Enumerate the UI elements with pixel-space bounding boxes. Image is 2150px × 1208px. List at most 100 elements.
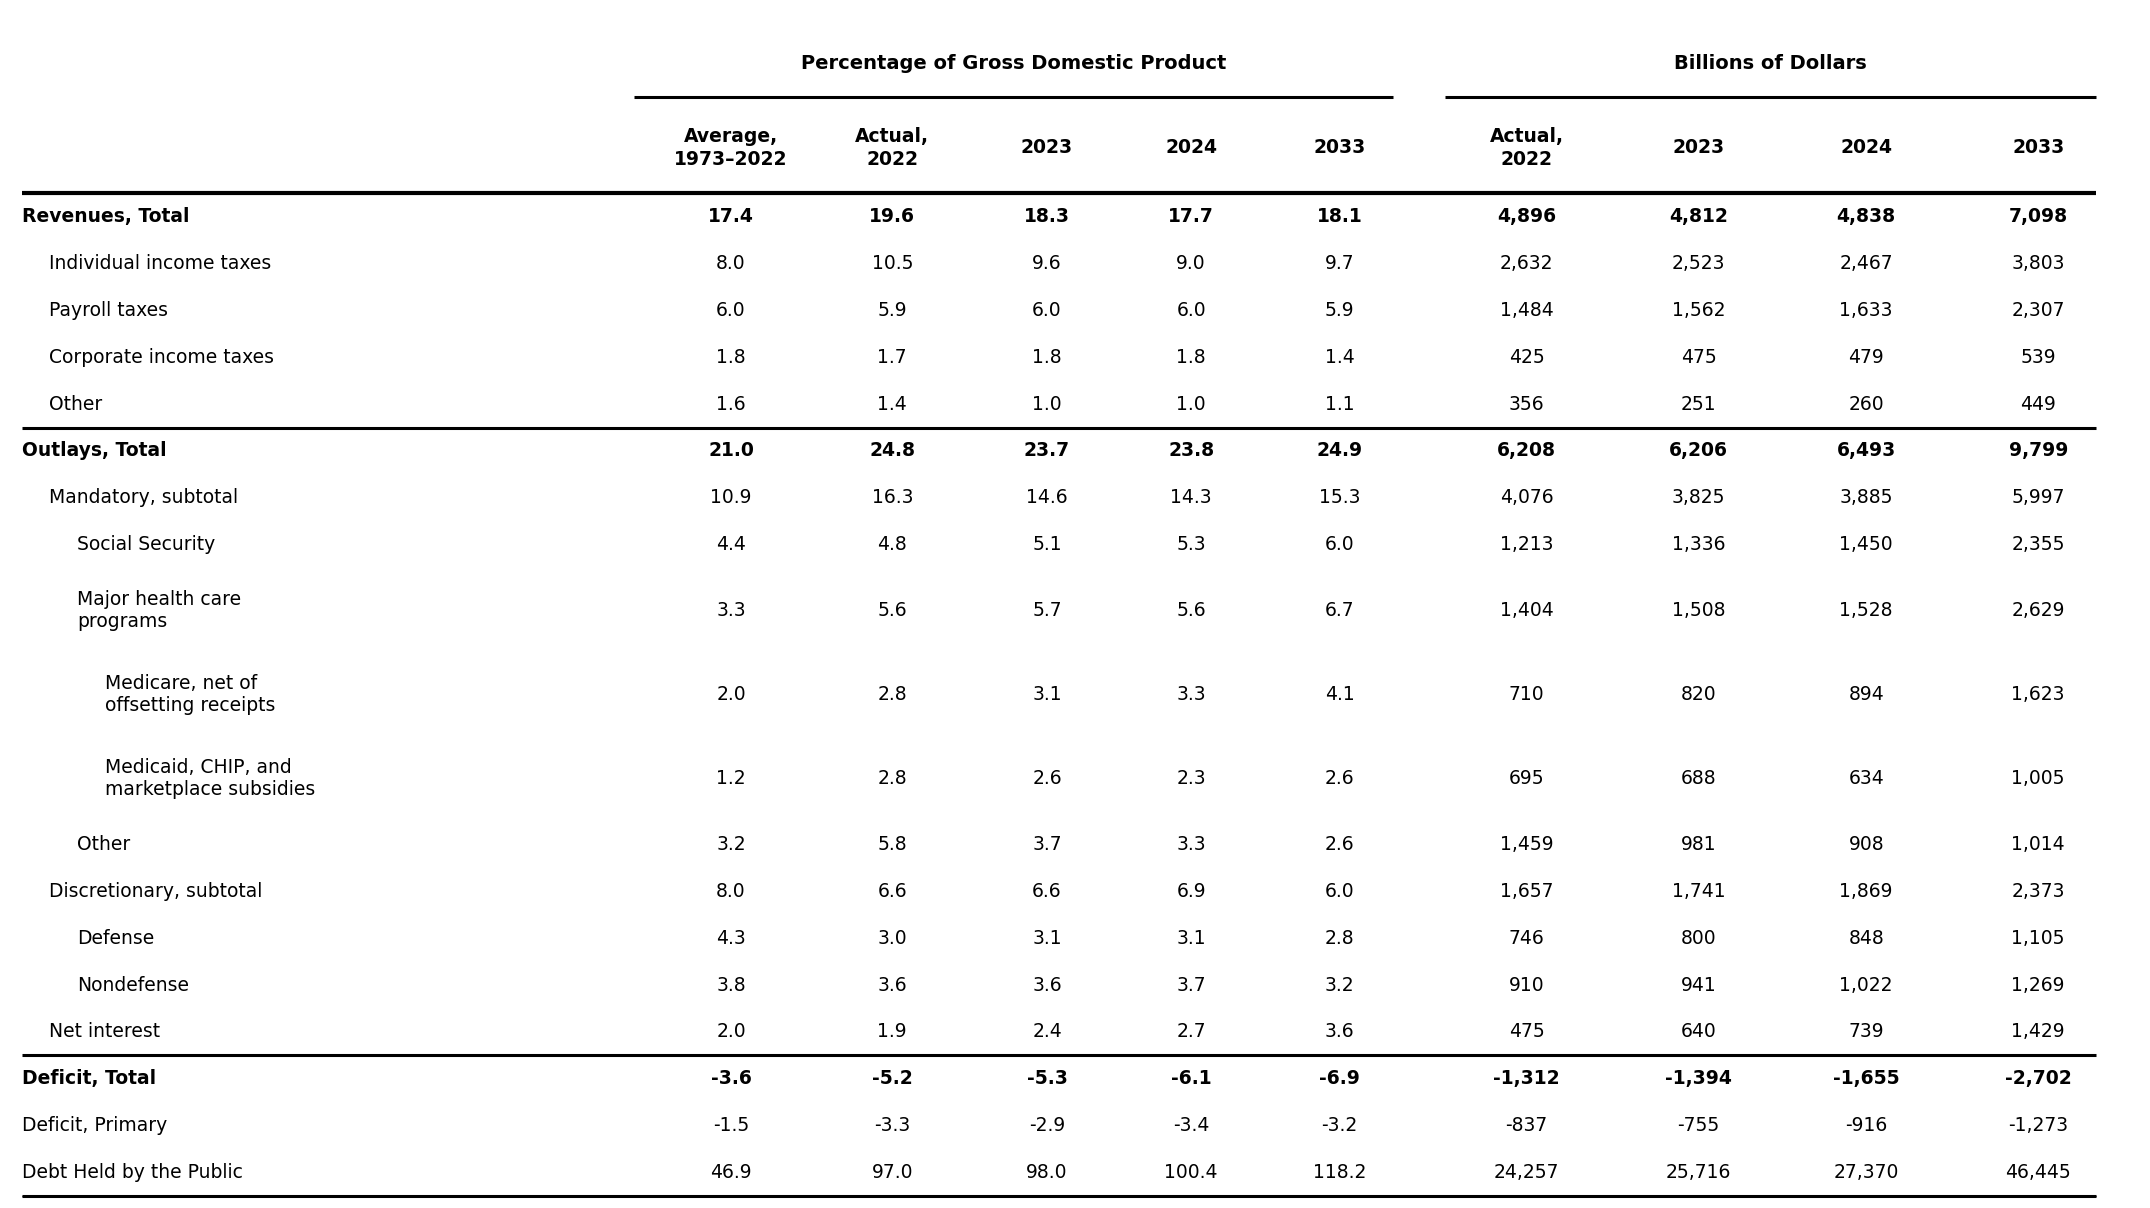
Text: 3,825: 3,825 [1673,488,1724,507]
Text: Individual income taxes: Individual income taxes [49,254,271,273]
Text: 6.0: 6.0 [1176,301,1206,320]
Text: Actual,
2022: Actual, 2022 [1490,127,1563,169]
Text: 23.8: 23.8 [1167,441,1215,460]
Text: 5.9: 5.9 [877,301,907,320]
Text: 6,208: 6,208 [1496,441,1557,460]
Text: 2024: 2024 [1840,139,1892,157]
Text: 1.8: 1.8 [1176,348,1206,367]
Text: 894: 894 [1849,685,1883,704]
Text: -2,702: -2,702 [2004,1069,2073,1088]
Text: 1.8: 1.8 [716,348,746,367]
Text: 6,206: 6,206 [1668,441,1729,460]
Text: 1.9: 1.9 [877,1022,907,1041]
Text: 25,716: 25,716 [1666,1163,1731,1181]
Text: Actual,
2022: Actual, 2022 [856,127,929,169]
Text: Deficit, Total: Deficit, Total [22,1069,155,1088]
Text: 97.0: 97.0 [871,1163,914,1181]
Text: 6.6: 6.6 [1032,882,1062,901]
Text: -5.2: -5.2 [873,1069,912,1088]
Text: 1.0: 1.0 [1032,395,1062,413]
Text: 3.1: 3.1 [1032,685,1062,704]
Text: Corporate income taxes: Corporate income taxes [49,348,275,367]
Text: Discretionary, subtotal: Discretionary, subtotal [49,882,262,901]
Text: Payroll taxes: Payroll taxes [49,301,168,320]
Text: 2.3: 2.3 [1176,769,1206,789]
Text: 941: 941 [1681,976,1716,994]
Text: 5.3: 5.3 [1176,535,1206,554]
Text: 1,105: 1,105 [2012,929,2064,948]
Text: 1,213: 1,213 [1501,535,1552,554]
Text: -3.3: -3.3 [875,1116,909,1136]
Text: 8.0: 8.0 [716,254,746,273]
Text: 2,307: 2,307 [2012,301,2064,320]
Text: 14.3: 14.3 [1170,488,1213,507]
Text: 6.6: 6.6 [877,882,907,901]
Text: 21.0: 21.0 [707,441,755,460]
Text: 710: 710 [1509,685,1544,704]
Text: -3.2: -3.2 [1322,1116,1357,1136]
Text: 14.6: 14.6 [1026,488,1069,507]
Text: 98.0: 98.0 [1026,1163,1069,1181]
Text: 2033: 2033 [1314,139,1365,157]
Text: 24.8: 24.8 [869,441,916,460]
Text: 46,445: 46,445 [2006,1163,2070,1181]
Text: 9,799: 9,799 [2008,441,2068,460]
Text: 1,657: 1,657 [1501,882,1552,901]
Text: Other: Other [49,395,103,413]
Text: 2033: 2033 [2012,139,2064,157]
Text: 739: 739 [1849,1022,1883,1041]
Text: 18.1: 18.1 [1316,208,1363,226]
Text: 17.7: 17.7 [1167,208,1215,226]
Text: 6.0: 6.0 [1324,882,1355,901]
Text: 2.0: 2.0 [716,1022,746,1041]
Text: 908: 908 [1849,835,1883,854]
Text: 100.4: 100.4 [1165,1163,1217,1181]
Text: 6.9: 6.9 [1176,882,1206,901]
Text: 425: 425 [1509,348,1544,367]
Text: -3.6: -3.6 [710,1069,752,1088]
Text: 2,629: 2,629 [2012,600,2064,620]
Text: 251: 251 [1681,395,1716,413]
Text: 981: 981 [1681,835,1716,854]
Text: 19.6: 19.6 [869,208,916,226]
Text: 6.0: 6.0 [1324,535,1355,554]
Text: Other: Other [77,835,131,854]
Text: 7,098: 7,098 [2008,208,2068,226]
Text: 2,523: 2,523 [1673,254,1724,273]
Text: 479: 479 [1849,348,1883,367]
Text: 3.6: 3.6 [1032,976,1062,994]
Text: -1,394: -1,394 [1664,1069,1733,1088]
Text: 2024: 2024 [1165,139,1217,157]
Text: 4,838: 4,838 [1836,208,1896,226]
Text: 1,429: 1,429 [2012,1022,2064,1041]
Text: 6.0: 6.0 [1032,301,1062,320]
Text: Net interest: Net interest [49,1022,161,1041]
Text: 6.7: 6.7 [1324,600,1355,620]
Text: 356: 356 [1509,395,1544,413]
Text: Deficit, Primary: Deficit, Primary [22,1116,168,1136]
Text: 5,997: 5,997 [2012,488,2064,507]
Text: 449: 449 [2021,395,2055,413]
Text: 2,632: 2,632 [1501,254,1552,273]
Text: 539: 539 [2021,348,2055,367]
Text: 695: 695 [1509,769,1544,789]
Text: Debt Held by the Public: Debt Held by the Public [22,1163,243,1181]
Text: 2.6: 2.6 [1324,769,1355,789]
Text: 2,373: 2,373 [2012,882,2064,901]
Text: 1,005: 1,005 [2012,769,2064,789]
Text: 800: 800 [1681,929,1716,948]
Text: 1,336: 1,336 [1673,535,1724,554]
Text: 4.4: 4.4 [716,535,746,554]
Text: 2.8: 2.8 [877,769,907,789]
Text: 4.3: 4.3 [716,929,746,948]
Text: -5.3: -5.3 [1026,1069,1069,1088]
Text: 16.3: 16.3 [871,488,914,507]
Text: 2,355: 2,355 [2012,535,2064,554]
Text: 1.1: 1.1 [1324,395,1355,413]
Text: 3.3: 3.3 [716,600,746,620]
Text: 8.0: 8.0 [716,882,746,901]
Text: 1,623: 1,623 [2012,685,2064,704]
Text: 18.3: 18.3 [1023,208,1071,226]
Text: 2,467: 2,467 [1840,254,1892,273]
Text: 3.7: 3.7 [1176,976,1206,994]
